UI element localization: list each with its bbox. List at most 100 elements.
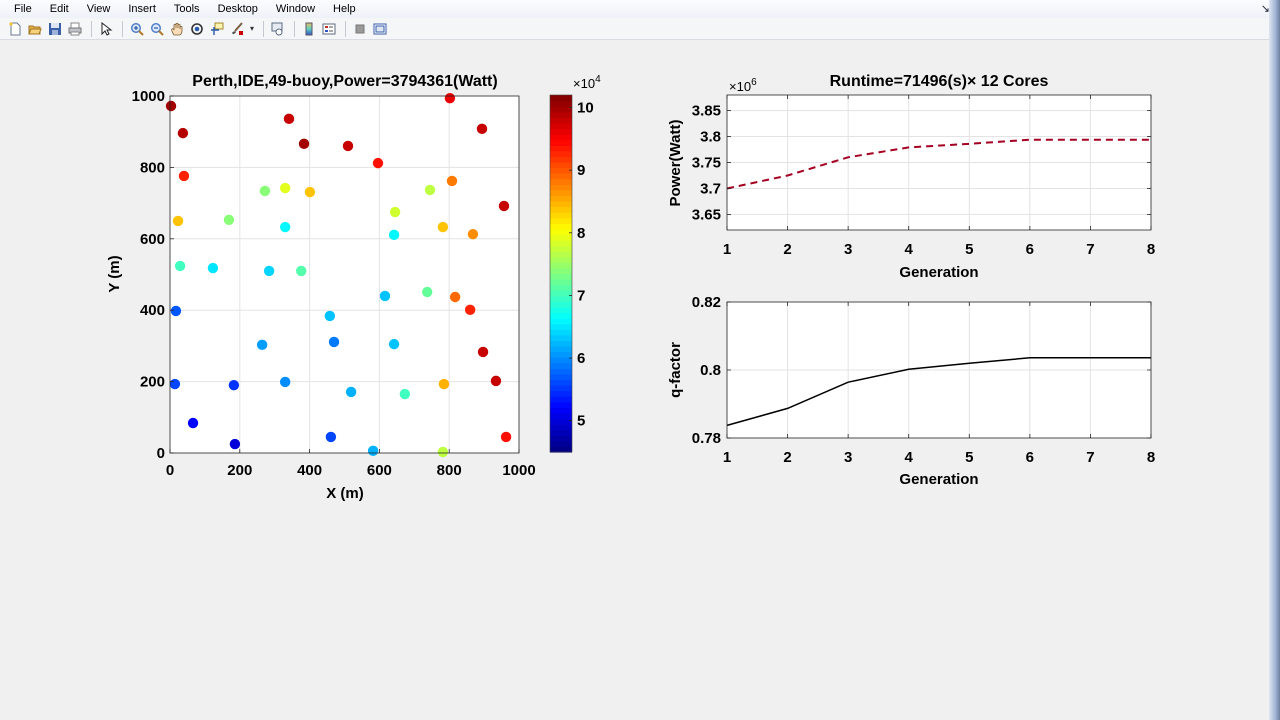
insert-legend-icon[interactable] [320, 20, 338, 38]
colorbar-border [549, 94, 573, 453]
toolbar-separator [294, 20, 295, 37]
open-file-icon[interactable] [26, 20, 44, 38]
svg-text:400: 400 [140, 302, 165, 319]
svg-text:3.8: 3.8 [700, 129, 721, 146]
qfactor-axes[interactable]: 1 2 3 4 5 6 7 8 0.78 0.8 0.82 Generation q-factor [667, 294, 1155, 488]
qfactor-y-ticks: 0.78 0.8 0.82 [692, 294, 1151, 447]
svg-text:0: 0 [157, 445, 165, 462]
figure-toolbar: ▾ [0, 18, 1280, 40]
svg-text:200: 200 [140, 374, 165, 391]
zoom-in-icon[interactable] [128, 20, 146, 38]
colorbar-exponent: ×104 [573, 74, 601, 91]
save-figure-icon[interactable] [46, 20, 64, 38]
window-right-border [1269, 0, 1280, 720]
power-line [726, 138, 1151, 190]
svg-text:0.8: 0.8 [700, 362, 721, 379]
restore-arrow-icon[interactable]: ↘ [1260, 3, 1270, 15]
scatter-x-ticks: 0 200 400 600 800 1000 [166, 449, 536, 479]
power-grid [726, 95, 1152, 230]
edit-plot-arrow-icon[interactable] [97, 20, 115, 38]
rotate-3d-icon[interactable] [188, 20, 206, 38]
svg-text:200: 200 [227, 462, 252, 479]
zoom-out-icon[interactable] [148, 20, 166, 38]
svg-text:3.65: 3.65 [692, 206, 721, 223]
svg-text:600: 600 [367, 462, 392, 479]
svg-text:9: 9 [577, 162, 585, 179]
menu-tools[interactable]: Tools [173, 3, 200, 15]
svg-text:3: 3 [844, 449, 852, 466]
svg-text:6: 6 [577, 350, 585, 367]
hide-plot-tools-icon[interactable] [351, 20, 369, 38]
scatter-plot-area [170, 96, 519, 453]
new-figure-icon[interactable] [6, 20, 24, 38]
menu-insert[interactable]: Insert [128, 3, 156, 15]
menu-edit[interactable]: Edit [49, 3, 69, 15]
colorbar-gradient [550, 95, 572, 453]
colorbar-ticks: 5 6 7 8 9 10 [569, 100, 594, 430]
qfactor-x-ticks: 1 2 3 4 5 6 7 8 [723, 302, 1155, 466]
colorbar[interactable]: 5 6 7 8 9 10 ×104 [549, 74, 601, 453]
svg-text:4: 4 [905, 449, 914, 466]
menu-view[interactable]: View [86, 3, 111, 15]
svg-text:7: 7 [577, 287, 585, 304]
toolbar-separator [91, 20, 92, 37]
qfactor-line [726, 357, 1151, 427]
toolbar-separator [263, 20, 264, 37]
power-y-ticks: 3.65 3.7 3.75 3.8 3.85 [692, 103, 1151, 223]
scatter-y-ticks: 0 200 400 600 800 1000 [132, 88, 174, 462]
svg-text:400: 400 [297, 462, 322, 479]
svg-text:3.75: 3.75 [692, 155, 721, 172]
power-axes-box [726, 94, 1152, 231]
menu-window[interactable]: Window [275, 3, 316, 15]
svg-text:2: 2 [783, 449, 791, 466]
link-plot-icon[interactable] [269, 20, 287, 38]
menu-file[interactable]: File [14, 3, 32, 15]
svg-text:5: 5 [965, 449, 973, 466]
svg-text:1: 1 [723, 449, 731, 466]
scatter-ylabel: Y (m) [106, 255, 123, 292]
print-figure-icon[interactable] [66, 20, 84, 38]
svg-text:8: 8 [1147, 449, 1155, 466]
scatter-points [165, 92, 512, 458]
menu-desktop[interactable]: Desktop [217, 3, 258, 15]
svg-text:800: 800 [437, 462, 462, 479]
qfactor-xlabel: Generation [899, 471, 978, 488]
scatter-axes[interactable]: 0 200 400 600 800 1000 0 200 400 600 800 1000 Pert… [106, 73, 536, 502]
svg-text:1000: 1000 [502, 462, 535, 479]
power-axes[interactable]: 1 2 3 4 5 6 7 8 3.65 3.7 3.75 3.8 3.85 ×106 Runtime… [667, 73, 1155, 281]
show-plot-tools-icon[interactable] [371, 20, 389, 38]
svg-text:5: 5 [577, 413, 585, 430]
pan-hand-icon[interactable] [168, 20, 186, 38]
power-xlabel: Generation [899, 264, 978, 281]
svg-text:1: 1 [723, 241, 731, 258]
scatter-title: Perth,IDE,49-buoy,Power=3794361(Watt) [192, 73, 497, 90]
svg-text:5: 5 [965, 241, 973, 258]
svg-text:7: 7 [1086, 241, 1094, 258]
power-exponent: ×106 [729, 77, 757, 94]
power-plot-area [727, 95, 1151, 230]
svg-text:7: 7 [1086, 449, 1094, 466]
qfactor-axes-box [726, 301, 1152, 439]
power-x-ticks: 1 2 3 4 5 6 7 8 [723, 95, 1155, 258]
svg-text:3: 3 [844, 241, 852, 258]
data-cursor-icon[interactable] [208, 20, 226, 38]
svg-text:8: 8 [1147, 241, 1155, 258]
scatter-xlabel: X (m) [326, 485, 364, 502]
svg-text:0: 0 [166, 462, 174, 479]
svg-text:2: 2 [783, 241, 791, 258]
toolbar-separator [345, 20, 346, 37]
insert-colorbar-icon[interactable] [300, 20, 318, 38]
menu-help[interactable]: Help [333, 3, 356, 15]
brush-dropdown-icon[interactable]: ▾ [249, 24, 254, 33]
svg-text:4: 4 [905, 241, 914, 258]
svg-text:3.85: 3.85 [692, 103, 721, 120]
svg-text:0.82: 0.82 [692, 294, 721, 311]
toolbar-separator [122, 20, 123, 37]
svg-text:0.78: 0.78 [692, 430, 721, 447]
qfactor-grid [726, 301, 1152, 439]
svg-text:3.7: 3.7 [700, 180, 721, 197]
scatter-grid [169, 95, 520, 454]
brush-icon[interactable] [228, 20, 246, 38]
svg-text:6: 6 [1026, 241, 1034, 258]
